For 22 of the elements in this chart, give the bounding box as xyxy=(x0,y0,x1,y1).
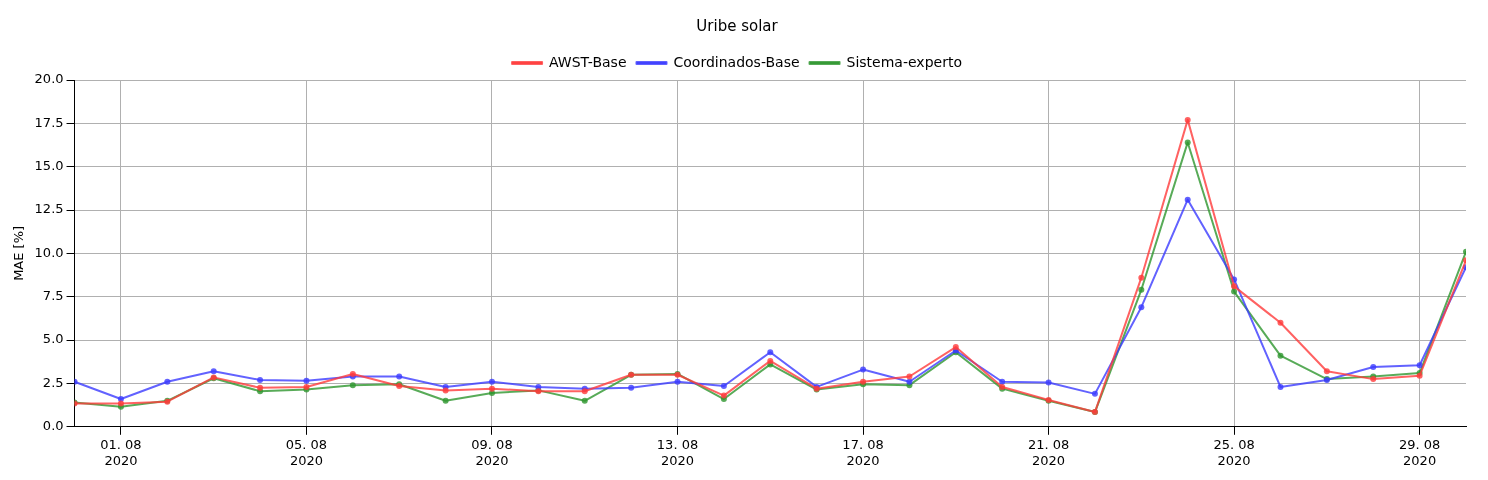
legend-label: AWST-Base xyxy=(549,53,627,70)
x-tick-label: 25. 08 2020 xyxy=(1213,436,1255,468)
x-tick-label: 29. 08 2020 xyxy=(1398,436,1441,468)
y-axis-title: MAE [%] xyxy=(11,225,27,281)
legend-label: Coordinados-Base xyxy=(673,53,800,70)
chart-title: Uribe solar xyxy=(696,16,779,35)
x-tick-label: 13. 08 2020 xyxy=(656,436,699,468)
legend-label: Sistema-experto xyxy=(846,53,962,70)
y-tick-label: 0.0 xyxy=(42,418,64,434)
x-tick-label: 17. 08 2020 xyxy=(842,436,884,468)
y-tick-label: 7.5 xyxy=(42,288,64,304)
y-tick-label: 20.0 xyxy=(34,71,64,87)
x-tick-label: 01. 08 2020 xyxy=(100,436,142,468)
y-tick-label: 2.5 xyxy=(42,374,64,390)
y-tick-label: 17.5 xyxy=(34,114,64,130)
x-tick-label: 21. 08 2020 xyxy=(1027,436,1070,468)
x-tick-label: 05. 08 2020 xyxy=(285,436,328,468)
y-tick-label: 10.0 xyxy=(34,244,64,260)
y-tick-label: 5.0 xyxy=(42,331,64,347)
y-tick-label: 15.0 xyxy=(34,158,64,174)
x-tick-label: 09. 08 2020 xyxy=(471,436,513,468)
y-tick-label: 12.5 xyxy=(34,201,64,217)
